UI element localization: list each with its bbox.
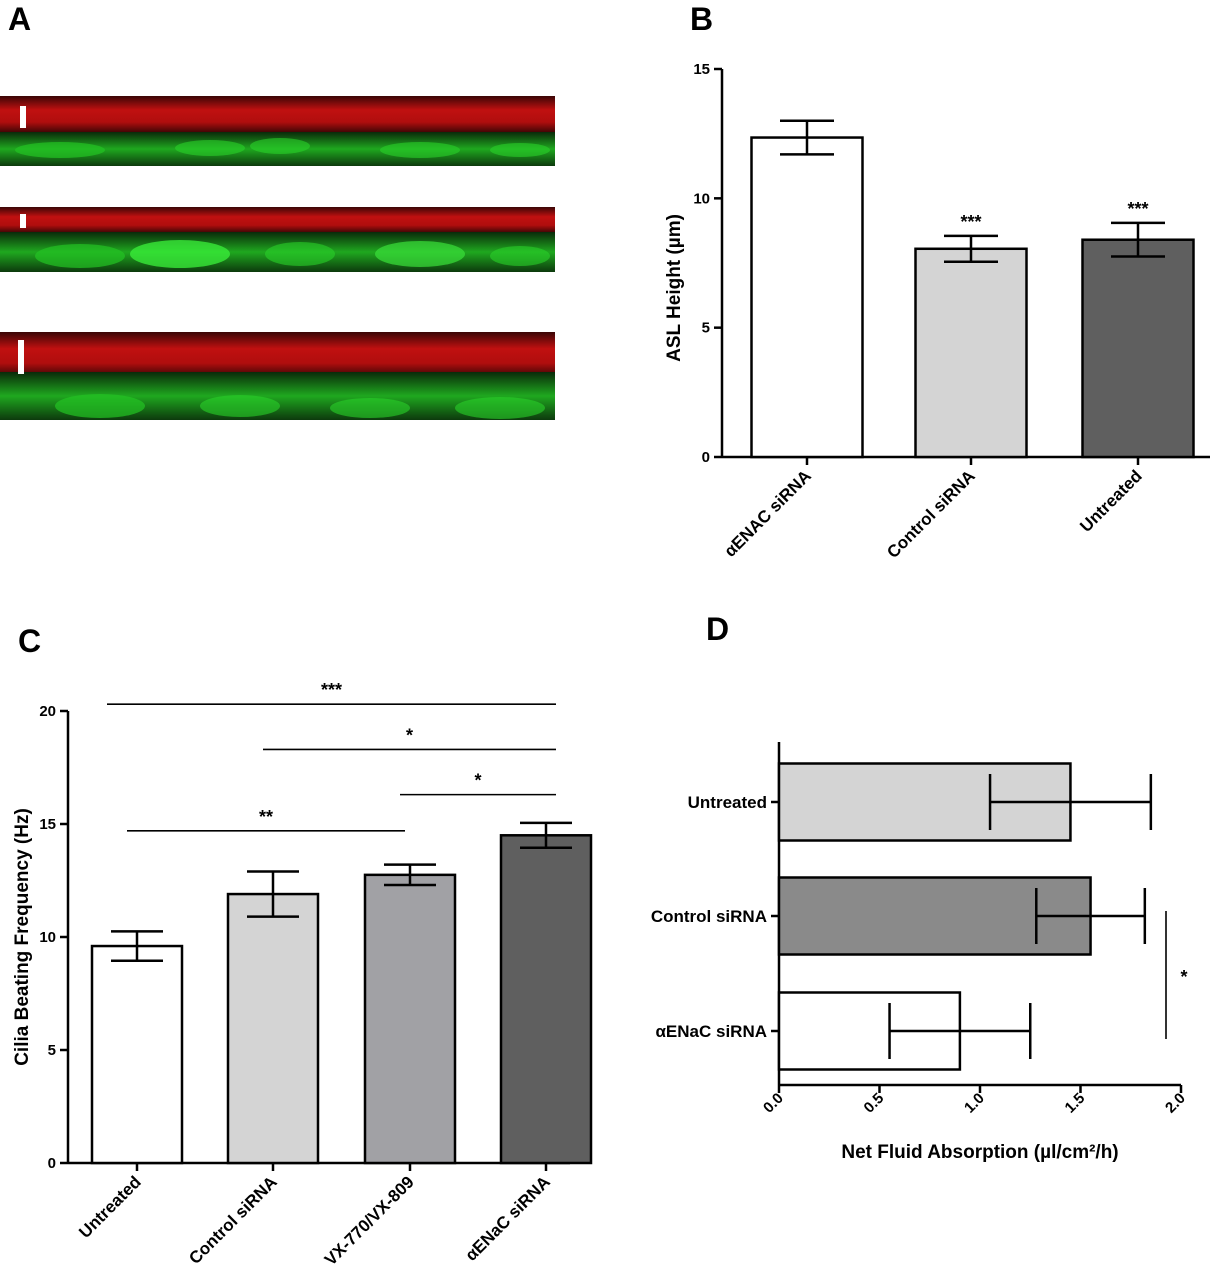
micrograph-3 — [0, 332, 555, 420]
x-tick-label: αENAC siRNA — [721, 466, 815, 560]
comparison-label: * — [1180, 967, 1187, 987]
y-tick-label: 10 — [693, 190, 710, 207]
bar — [90, 944, 184, 1165]
y-tick-label: 20 — [39, 703, 56, 720]
significance-label: *** — [1127, 199, 1148, 219]
y-tick-label: αENaC siRNA — [655, 1022, 767, 1041]
y-axis-title: Cilia Beating Frequency (Hz) — [12, 808, 33, 1066]
x-tick-label: 2.0 — [1162, 1090, 1189, 1117]
panel-letter-d: D — [706, 611, 729, 647]
x-tick-label: αENaC siRNA — [462, 1172, 554, 1264]
bar — [914, 247, 1028, 459]
bar — [226, 892, 320, 1165]
x-tick-label: Untreated — [1076, 466, 1146, 536]
scale-marker — [20, 106, 26, 128]
bar — [1081, 238, 1195, 459]
panel-letter-b: B — [690, 1, 713, 37]
y-tick-label: 10 — [39, 929, 56, 946]
panel-letter-c: C — [18, 623, 41, 659]
bar — [363, 873, 457, 1165]
y-tick-label: 0 — [48, 1155, 56, 1172]
comparison-label: *** — [321, 680, 342, 700]
x-tick-label: 1.0 — [961, 1090, 988, 1117]
bar — [499, 834, 593, 1165]
chart-b: 0 5 10 15 ASL Height (µm) αENAC siRNA *** Contr… — [664, 61, 1210, 562]
scale-marker — [20, 214, 26, 228]
x-tick-label: 1.5 — [1062, 1090, 1089, 1117]
x-tick-label: VX-770/VX-809 — [321, 1172, 418, 1269]
comparison-label: * — [474, 771, 481, 791]
bar — [750, 136, 864, 459]
x-axis-title: Net Fluid Absorption (µl/cm²/h) — [841, 1142, 1118, 1163]
x-tick-label: 0.0 — [760, 1090, 787, 1117]
significance-label: *** — [960, 212, 981, 232]
comparison-label: ** — [259, 807, 273, 827]
x-tick-label: Control siRNA — [185, 1172, 281, 1268]
micrograph-1 — [0, 96, 555, 166]
panel-letter-a: A — [8, 1, 31, 37]
y-tick-label: 15 — [693, 61, 710, 78]
x-tick-label: Control siRNA — [883, 466, 979, 562]
y-tick-label: 5 — [702, 320, 710, 337]
x-tick-label: 0.5 — [861, 1090, 888, 1117]
y-tick-label: 15 — [39, 816, 56, 833]
comparison-label: * — [406, 725, 413, 745]
x-tick-label: Untreated — [75, 1172, 145, 1242]
chart-c: 0 5 10 15 20 Cilia Beating Frequency (Hz) Untr… — [12, 680, 593, 1269]
y-tick-label: Untreated — [688, 793, 767, 812]
y-axis-title: ASL Height (µm) — [664, 214, 685, 362]
y-tick-label: Control siRNA — [651, 907, 767, 926]
chart-d: 0.0 0.5 1.0 1.5 2.0 Net Fluid Absorption (µl/… — [651, 742, 1189, 1163]
y-tick-label: 5 — [48, 1042, 56, 1059]
scale-marker — [18, 340, 24, 374]
y-tick-label: 0 — [702, 449, 710, 466]
micrograph-2 — [0, 207, 555, 272]
